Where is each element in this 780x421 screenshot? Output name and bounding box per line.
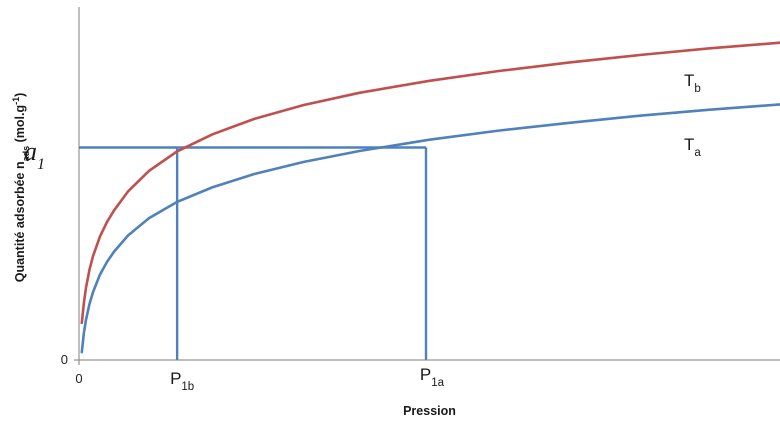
p1b-label: P1b: [170, 369, 194, 393]
p1b-label-sub: 1b: [181, 381, 194, 393]
x-axis-title: Pression: [403, 404, 456, 418]
y-axis-title-units-open: (mol.g: [13, 105, 27, 146]
y-axis-title-main: Quantité adsorbée n: [13, 161, 27, 282]
series-label-tb-sub: b: [694, 83, 700, 95]
a1-label-main: a: [24, 137, 37, 166]
y-axis-title: Quantité adsorbée nads (mol.g-1): [11, 93, 31, 283]
a1-label: a1: [24, 137, 45, 173]
series-label-ta-sub: a: [694, 147, 701, 159]
y-axis-title-units-close: ): [13, 93, 27, 97]
plot-area: [79, 41, 780, 360]
p1b-label-main: P: [170, 369, 181, 388]
x-tick-label-0: 0: [75, 371, 82, 386]
series-line-tb: [80, 41, 780, 325]
series-label-ta-main: T: [684, 135, 694, 154]
series-label-tb: Tb: [684, 71, 701, 95]
series-label-ta: Ta: [684, 135, 701, 159]
a1-label-sub: 1: [37, 156, 45, 173]
p1a-label-main: P: [420, 365, 431, 384]
series-line-ta: [80, 103, 780, 354]
y-tick-label-0: 0: [61, 352, 68, 367]
p1a-label-sub: 1a: [431, 377, 444, 389]
series-label-tb-main: T: [684, 71, 694, 90]
y-axis-title-units-sup: -1: [11, 97, 21, 105]
y-axis-title-sub: ads: [21, 146, 31, 162]
p1a-label: P1a: [420, 365, 445, 389]
